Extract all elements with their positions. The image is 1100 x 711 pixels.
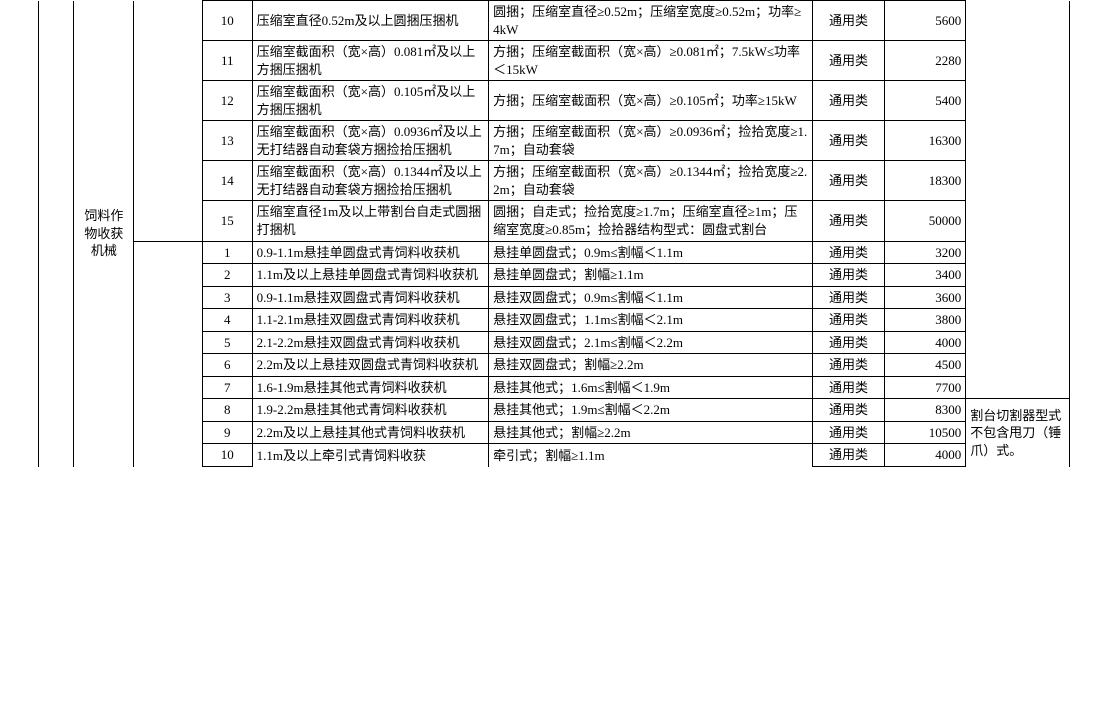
item-name: 0.9-1.1m悬挂单圆盘式青饲料收获机 [252, 241, 488, 264]
item-amount: 4000 [885, 444, 966, 467]
item-category: 通用类 [812, 241, 885, 264]
item-spec: 悬挂双圆盘式；1.1m≤割幅＜2.1m [489, 309, 813, 332]
col-lvl3 [134, 241, 202, 466]
item-amount: 4500 [885, 354, 966, 377]
col-remark [966, 1, 1070, 399]
item-amount: 3200 [885, 241, 966, 264]
row-number: 12 [202, 81, 252, 121]
item-name: 压缩室截面积（宽×高）0.081㎡及以上方捆压捆机 [252, 41, 488, 81]
item-category: 通用类 [812, 286, 885, 309]
item-spec: 圆捆；压缩室直径≥0.52m；压缩室宽度≥0.52m；功率≥4kW [489, 1, 813, 41]
row-number: 1 [202, 241, 252, 264]
item-amount: 10500 [885, 421, 966, 444]
item-category: 通用类 [812, 41, 885, 81]
item-amount: 8300 [885, 399, 966, 422]
item-category: 通用类 [812, 1, 885, 41]
item-name: 2.2m及以上悬挂其他式青饲料收获机 [252, 421, 488, 444]
row-number: 2 [202, 264, 252, 287]
table-row: 10.9-1.1m悬挂单圆盘式青饲料收获机悬挂单圆盘式；0.9m≤割幅＜1.1m… [39, 241, 1070, 264]
table-row: 饲料作物收获机械10压缩室直径0.52m及以上圆捆压捆机圆捆；压缩室直径≥0.5… [39, 1, 1070, 41]
col-lvl3 [134, 1, 202, 242]
row-number: 4 [202, 309, 252, 332]
item-category: 通用类 [812, 354, 885, 377]
item-spec: 圆捆；自走式；捡拾宽度≥1.7m；压缩室直径≥1m；压缩室宽度≥0.85m；捡拾… [489, 201, 813, 241]
item-amount: 5400 [885, 81, 966, 121]
item-amount: 4000 [885, 331, 966, 354]
row-number: 10 [202, 1, 252, 41]
item-category: 通用类 [812, 201, 885, 241]
item-name: 压缩室截面积（宽×高）0.0936㎡及以上无打结器自动套袋方捆捡拾压捆机 [252, 121, 488, 161]
item-amount: 7700 [885, 376, 966, 399]
item-spec: 方捆；压缩室截面积（宽×高）≥0.0936㎡；捡拾宽度≥1.7m；自动套袋 [489, 121, 813, 161]
row-number: 5 [202, 331, 252, 354]
item-name: 1.9-2.2m悬挂其他式青饲料收获机 [252, 399, 488, 422]
item-amount: 5600 [885, 1, 966, 41]
item-name: 1.6-1.9m悬挂其他式青饲料收获机 [252, 376, 488, 399]
item-name: 1.1m及以上牵引式青饲料收获 [252, 444, 488, 467]
item-name: 压缩室截面积（宽×高）0.105㎡及以上方捆压捆机 [252, 81, 488, 121]
item-category: 通用类 [812, 376, 885, 399]
item-category: 通用类 [812, 264, 885, 287]
item-name: 1.1-2.1m悬挂双圆盘式青饲料收获机 [252, 309, 488, 332]
item-amount: 50000 [885, 201, 966, 241]
item-spec: 悬挂单圆盘式；0.9m≤割幅＜1.1m [489, 241, 813, 264]
item-category: 通用类 [812, 81, 885, 121]
item-spec: 悬挂单圆盘式；割幅≥1.1m [489, 264, 813, 287]
item-spec: 悬挂其他式；1.9m≤割幅＜2.2m [489, 399, 813, 422]
item-amount: 3600 [885, 286, 966, 309]
item-spec: 方捆；压缩室截面积（宽×高）≥0.081㎡；7.5kW≤功率＜15kW [489, 41, 813, 81]
item-name: 压缩室直径0.52m及以上圆捆压捆机 [252, 1, 488, 41]
item-amount: 2280 [885, 41, 966, 81]
item-category: 通用类 [812, 421, 885, 444]
item-spec: 方捆；压缩室截面积（宽×高）≥0.1344㎡；捡拾宽度≥2.2m；自动套袋 [489, 161, 813, 201]
item-category: 通用类 [812, 161, 885, 201]
item-spec: 悬挂其他式；割幅≥2.2m [489, 421, 813, 444]
item-amount: 3400 [885, 264, 966, 287]
row-number: 15 [202, 201, 252, 241]
item-spec: 牵引式；割幅≥1.1m [489, 444, 813, 467]
item-spec: 悬挂双圆盘式；割幅≥2.2m [489, 354, 813, 377]
item-name: 0.9-1.1m悬挂双圆盘式青饲料收获机 [252, 286, 488, 309]
item-category: 通用类 [812, 444, 885, 467]
row-number: 3 [202, 286, 252, 309]
row-number: 13 [202, 121, 252, 161]
item-spec: 悬挂其他式；1.6m≤割幅＜1.9m [489, 376, 813, 399]
row-number: 9 [202, 421, 252, 444]
row-number: 11 [202, 41, 252, 81]
item-category: 通用类 [812, 331, 885, 354]
item-amount: 3800 [885, 309, 966, 332]
col-lvl1 [39, 1, 74, 467]
col-lvl2: 饲料作物收获机械 [74, 1, 134, 467]
row-number: 8 [202, 399, 252, 422]
item-spec: 悬挂双圆盘式；0.9m≤割幅＜1.1m [489, 286, 813, 309]
item-spec: 悬挂双圆盘式；2.1m≤割幅＜2.2m [489, 331, 813, 354]
row-number: 10 [202, 444, 252, 467]
item-category: 通用类 [812, 121, 885, 161]
row-number: 6 [202, 354, 252, 377]
item-amount: 18300 [885, 161, 966, 201]
item-category: 通用类 [812, 309, 885, 332]
row-number: 14 [202, 161, 252, 201]
col-remark: 割台切割器型式不包含甩刀（锤爪）式。 [966, 399, 1070, 467]
row-number: 7 [202, 376, 252, 399]
item-name: 2.2m及以上悬挂双圆盘式青饲料收获机 [252, 354, 488, 377]
item-category: 通用类 [812, 399, 885, 422]
item-amount: 16300 [885, 121, 966, 161]
item-name: 压缩室直径1m及以上带割台自走式圆捆打捆机 [252, 201, 488, 241]
subsidy-table: 饲料作物收获机械10压缩室直径0.52m及以上圆捆压捆机圆捆；压缩室直径≥0.5… [38, 0, 1070, 467]
item-name: 2.1-2.2m悬挂双圆盘式青饲料收获机 [252, 331, 488, 354]
item-spec: 方捆；压缩室截面积（宽×高）≥0.105㎡；功率≥15kW [489, 81, 813, 121]
item-name: 1.1m及以上悬挂单圆盘式青饲料收获机 [252, 264, 488, 287]
item-name: 压缩室截面积（宽×高）0.1344㎡及以上无打结器自动套袋方捆捡拾压捆机 [252, 161, 488, 201]
